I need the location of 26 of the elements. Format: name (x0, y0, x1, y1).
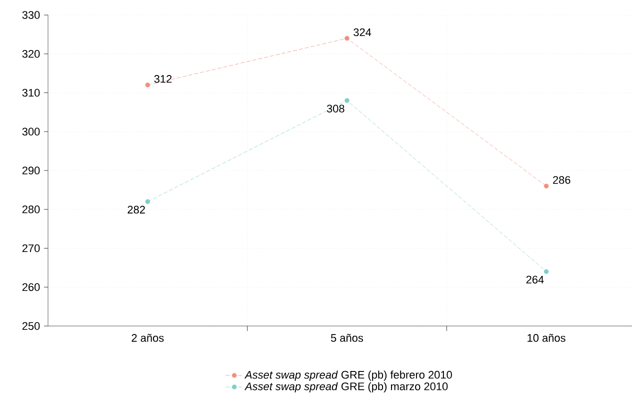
x-tick-label: 10 años (528, 334, 566, 342)
legend-label: Asset swap spread GRE (pb) marzo 2010 (244, 382, 448, 392)
data-label: 264 (526, 276, 544, 284)
y-tick-label: 290 (22, 166, 40, 174)
data-label: 286 (553, 176, 570, 184)
data-label: 282 (128, 206, 145, 214)
y-tick-label: 300 (22, 128, 40, 136)
legend-label: Asset swap spread GRE (pb) febrero 2010 (244, 370, 452, 381)
point (544, 269, 549, 274)
data-label: 308 (326, 104, 344, 112)
y-tick-label: 250 (22, 322, 40, 330)
y-tick-label: 280 (22, 206, 40, 214)
x-tick-label: 2 años (132, 334, 164, 342)
data-label: 312 (154, 75, 172, 83)
point (145, 199, 150, 204)
y-tick-label: 330 (22, 11, 40, 19)
y-tick-label: 310 (22, 88, 40, 97)
y-tick-label: 260 (22, 283, 40, 292)
point (145, 82, 150, 88)
x-tick-label: 5 años (330, 334, 364, 342)
point (344, 36, 350, 41)
data-label: 324 (354, 28, 372, 36)
y-tick-label: 270 (22, 244, 40, 252)
y-tick-label: 320 (22, 50, 40, 58)
point (544, 184, 549, 188)
point (344, 98, 350, 103)
